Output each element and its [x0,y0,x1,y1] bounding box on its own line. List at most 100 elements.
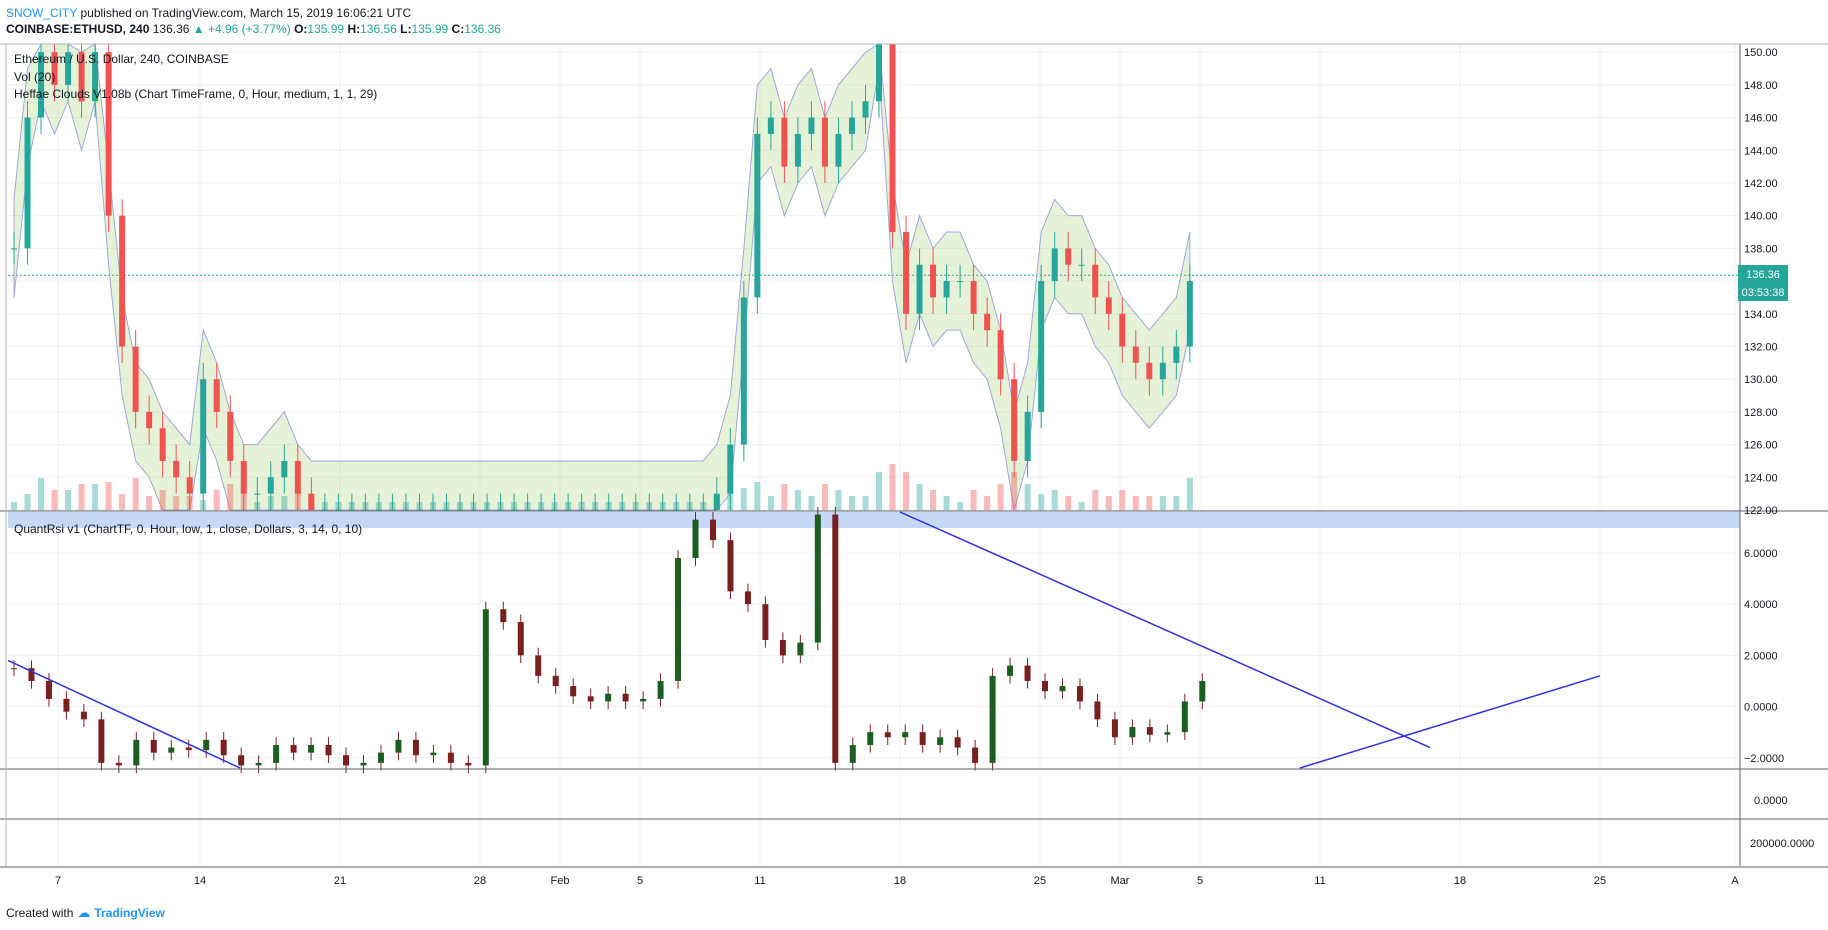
volume-bar [92,484,99,510]
legend-main[interactable]: Ethereum / U.S. Dollar, 240, COINBASE [14,52,229,66]
rsi-candle-body [692,519,699,559]
rsi-candle-body [675,558,682,681]
close-label: C: [451,22,465,36]
price-candle-body [92,52,99,102]
rsi-candle-body [1059,686,1066,692]
low-value: 135.99 [411,22,449,36]
tradingview-logo-icon[interactable]: ☁ [77,905,91,920]
volume-bar [1105,496,1112,510]
rsi-candle-body [832,514,839,763]
price-candle-body [713,493,720,510]
price-tick-label: 126.00 [1744,440,1778,452]
rsi-candle-body [168,747,175,753]
rsi-candle-body [1076,686,1083,702]
x-tick-label: 25 [1594,875,1606,887]
price-candle-body [984,313,991,331]
rsi-candle-body [1129,727,1136,738]
volume-bar [781,484,788,510]
volume-bar [281,496,288,510]
price-tick-label: 142.00 [1744,178,1778,190]
rsi-candle-body [849,744,856,763]
rsi-candle-body [255,762,262,766]
rsi-candle-body [1199,680,1206,702]
trendlines[interactable] [7,511,1601,769]
price-tick-label: 140.00 [1744,211,1778,223]
rsi-candle-body [150,739,157,753]
price-candle-body [51,52,58,85]
volume-bar [916,484,923,510]
rsi-candle-body [482,609,489,766]
low-label: L: [400,22,412,36]
volume-bar [213,490,220,510]
time-axis[interactable]: 7 14 21 28 Feb 5 11 18 25 Mar 5 11 18 25 A [55,875,1739,887]
price-candle-body [119,215,126,347]
volume-bar [1065,496,1072,510]
rsi-candle-body [343,755,350,766]
rsi-candle-body [377,752,384,763]
price-candle-body [159,428,166,461]
rsi-candle-body [430,752,437,756]
volume-bar [65,490,72,510]
price-candle-body [1119,313,1126,347]
legend-clouds[interactable]: Heffae Clouds V1.08b (Chart TimeFrame, 0… [14,87,377,101]
rsi-candle-body [185,747,192,751]
price-candle-body [997,330,1004,380]
volume-bar [970,490,977,510]
volume-bar [876,472,882,510]
x-tick-label: 25 [1034,875,1046,887]
tradingview-brand[interactable]: TradingView [94,906,165,920]
rsi-candle-body [797,642,804,656]
rsi-candle-body [308,744,315,753]
price-candle-body [65,52,72,85]
price-candle-body [740,297,747,445]
rsi-candle-body [465,762,472,766]
rsi-trendline-2 [899,511,1431,749]
price-tick-label: 146.00 [1744,113,1778,125]
volume-bar [105,482,112,510]
rsi-candle-body [115,762,122,766]
rsi-candle-body [867,732,874,745]
rsi-candle-body [395,739,402,753]
price-axis[interactable]: 122.00 124.00 126.00 128.00 130.00 132.00 134.… [1744,47,1814,850]
price-candle-body [240,460,247,494]
rsi-candle-body [954,737,961,748]
grid-lines [8,44,1740,866]
price-tick-label: 130.00 [1744,374,1778,386]
x-tick-label: 5 [637,875,643,887]
legend-rsi[interactable]: QuantRsi v1 (ChartTF, 0, Hour, low, 1, c… [14,522,362,536]
rsi-candle-body [45,680,52,699]
price-candle-body [903,232,910,314]
price-candle-body [930,264,937,298]
change-value: ▲ +4.96 (+3.77%) [192,22,291,36]
rsi-overbought-band [8,512,1740,528]
created-with-text: Created with [6,906,74,920]
badge-countdown: 03:53:38 [1742,287,1785,299]
volume-bar [1078,502,1085,510]
symbol-name: COINBASE:ETHUSD, 240 [6,22,150,36]
price-candle-body [1186,281,1193,347]
rsi-candle-body [1094,701,1101,720]
close-value: 136.36 [464,22,501,36]
rsi-candle-body [1024,665,1031,681]
legend-volume[interactable]: Vol (20) [14,70,55,84]
volume-bar [38,478,45,510]
rsi-candle-body [779,640,786,656]
volume-bar [740,488,747,510]
rsi-candle-body [63,698,70,712]
volume-bar [889,464,896,510]
rsi-tick-label: 4.0000 [1744,599,1778,611]
price-candle-body [267,477,274,494]
volume-bar [943,496,950,510]
rsi-trendline-3 [1299,675,1601,769]
panel-frames [0,43,1828,868]
author-link[interactable]: SNOW_CITY [6,6,78,20]
rsi-candle-body [447,752,454,763]
rsi-candles [11,506,1206,774]
rsi-tick-label: −2.0000 [1744,753,1784,765]
price-tick-label: 138.00 [1744,243,1778,255]
price-candle-body [1011,379,1018,461]
rsi-candle-body [989,675,996,763]
volume-bar [24,494,31,510]
rsi-candle-body [814,514,821,643]
